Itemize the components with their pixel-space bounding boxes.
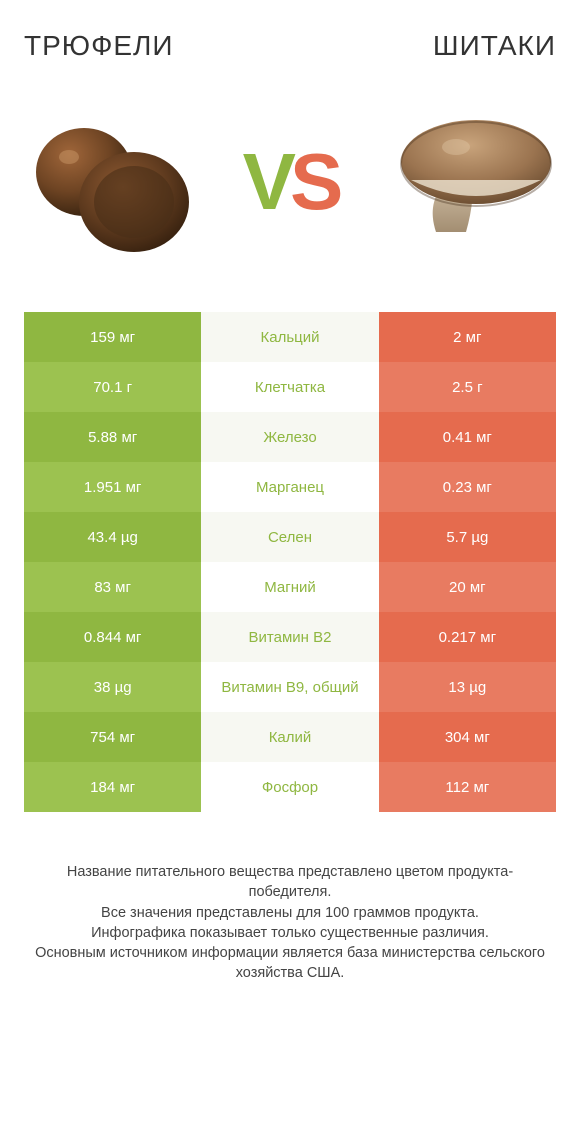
table-row: 159 мгКальций2 мг (24, 312, 556, 362)
title-right: ШИТАКИ (433, 30, 556, 62)
value-left: 5.88 мг (24, 412, 201, 462)
infographic-container: ТРЮФЕЛИ ШИТАКИ (0, 0, 580, 1004)
value-left: 0.844 мг (24, 612, 201, 662)
value-right: 13 µg (379, 662, 556, 712)
nutrient-label: Витамин B2 (201, 612, 378, 662)
value-right: 304 мг (379, 712, 556, 762)
value-left: 70.1 г (24, 362, 201, 412)
table-row: 70.1 гКлетчатка2.5 г (24, 362, 556, 412)
value-right: 2 мг (379, 312, 556, 362)
table-row: 754 мгКалий304 мг (24, 712, 556, 762)
value-right: 112 мг (379, 762, 556, 812)
value-left: 38 µg (24, 662, 201, 712)
shiitake-image (376, 102, 556, 262)
vs-v-letter: V (243, 136, 290, 228)
value-right: 0.217 мг (379, 612, 556, 662)
nutrient-label: Магний (201, 562, 378, 612)
table-row: 184 мгФосфор112 мг (24, 762, 556, 812)
comparison-table: 159 мгКальций2 мг70.1 гКлетчатка2.5 г5.8… (24, 312, 556, 812)
titles-row: ТРЮФЕЛИ ШИТАКИ (24, 30, 556, 62)
table-row: 83 мгМагний20 мг (24, 562, 556, 612)
value-left: 184 мг (24, 762, 201, 812)
footer-line: Название питательного вещества представл… (34, 862, 546, 903)
nutrient-label: Железо (201, 412, 378, 462)
table-row: 43.4 µgСелен5.7 µg (24, 512, 556, 562)
footer-line: Основным источником информации является … (34, 943, 546, 984)
truffle-icon (24, 102, 204, 262)
value-left: 754 мг (24, 712, 201, 762)
table-row: 38 µgВитамин B9, общий13 µg (24, 662, 556, 712)
footer-line: Все значения представлены для 100 граммо… (34, 903, 546, 923)
vs-label: V S (243, 136, 338, 228)
vs-s-letter: S (290, 136, 337, 228)
table-row: 1.951 мгМарганец0.23 мг (24, 462, 556, 512)
nutrient-label: Фосфор (201, 762, 378, 812)
vs-row: V S (24, 92, 556, 272)
value-right: 2.5 г (379, 362, 556, 412)
title-left: ТРЮФЕЛИ (24, 30, 174, 62)
value-left: 159 мг (24, 312, 201, 362)
nutrient-label: Селен (201, 512, 378, 562)
shiitake-icon (376, 102, 556, 262)
table-row: 5.88 мгЖелезо0.41 мг (24, 412, 556, 462)
value-left: 83 мг (24, 562, 201, 612)
value-right: 0.23 мг (379, 462, 556, 512)
truffle-image (24, 102, 204, 262)
footer-line: Инфографика показывает только существенн… (34, 923, 546, 943)
footer-note: Название питательного вещества представл… (24, 862, 556, 984)
nutrient-label: Марганец (201, 462, 378, 512)
table-row: 0.844 мгВитамин B20.217 мг (24, 612, 556, 662)
nutrient-label: Витамин B9, общий (201, 662, 378, 712)
nutrient-label: Калий (201, 712, 378, 762)
value-left: 1.951 мг (24, 462, 201, 512)
value-right: 0.41 мг (379, 412, 556, 462)
value-left: 43.4 µg (24, 512, 201, 562)
nutrient-label: Кальций (201, 312, 378, 362)
nutrient-label: Клетчатка (201, 362, 378, 412)
value-right: 20 мг (379, 562, 556, 612)
value-right: 5.7 µg (379, 512, 556, 562)
